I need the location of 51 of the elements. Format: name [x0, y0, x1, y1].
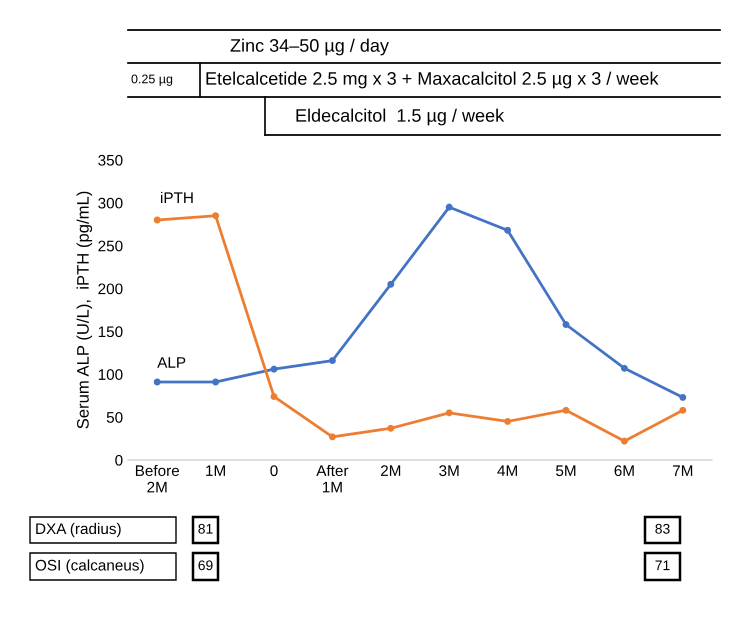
text: DXA (radius) [36, 522, 121, 538]
x-tick-label: 0 [270, 465, 278, 476]
point [328, 357, 336, 364]
series-label: iPTH [161, 192, 193, 203]
text: 0.25 µg [131, 74, 172, 86]
x-tick-label: 6M [614, 465, 634, 476]
x-tick-label: 2M [380, 465, 400, 476]
text: 83 [655, 524, 670, 534]
point [620, 364, 628, 372]
point [212, 212, 220, 220]
y-tick-label: 350 [98, 154, 123, 166]
text: Zinc 34–50 µg / day [230, 38, 389, 56]
point [387, 424, 394, 432]
point [270, 366, 278, 373]
x-tick-label: Before 2M [136, 464, 180, 492]
point [154, 216, 161, 224]
point [504, 418, 512, 425]
point [270, 393, 278, 400]
point [562, 321, 570, 328]
point [387, 280, 394, 288]
y-tick-label: 150 [98, 326, 123, 338]
y-tick-label: 0 [115, 454, 123, 466]
point [504, 226, 512, 234]
point [679, 406, 686, 414]
y-tick-label: 300 [98, 198, 123, 209]
y-tick-label: 250 [98, 240, 123, 252]
x-tick-label: 3M [439, 465, 459, 476]
point [212, 378, 220, 386]
y-tick-label: 100 [98, 369, 123, 380]
x-tick-label: 7M [672, 465, 692, 476]
point [562, 406, 570, 414]
point [328, 433, 336, 440]
x-tick-label: After 1M [316, 464, 348, 492]
point [679, 394, 686, 401]
text: Eldecalcitol 1.5 µg / week [296, 108, 504, 126]
point [154, 378, 161, 386]
x-tick-label: 1M [206, 465, 225, 476]
series-label: ALP [157, 357, 186, 368]
y-tick-label: 200 [98, 283, 123, 294]
point [446, 409, 453, 416]
x-tick-label: 5M [556, 465, 576, 476]
text: 69 [198, 560, 213, 570]
text: 81 [198, 524, 213, 534]
x-tick-label: 4M [497, 465, 517, 476]
point [620, 438, 628, 445]
text: OSI (calcaneus) [36, 559, 144, 574]
y-axis-title: Serum ALP (U/L), iPTH (pg/mL) [76, 192, 92, 429]
text: Etelcalcetide 2.5 mg x 3 + Maxacalcitol 2.5 µg x 3 / week [206, 72, 659, 88]
y-tick-label: 50 [106, 412, 123, 423]
text: 71 [655, 560, 670, 570]
point [446, 204, 453, 211]
